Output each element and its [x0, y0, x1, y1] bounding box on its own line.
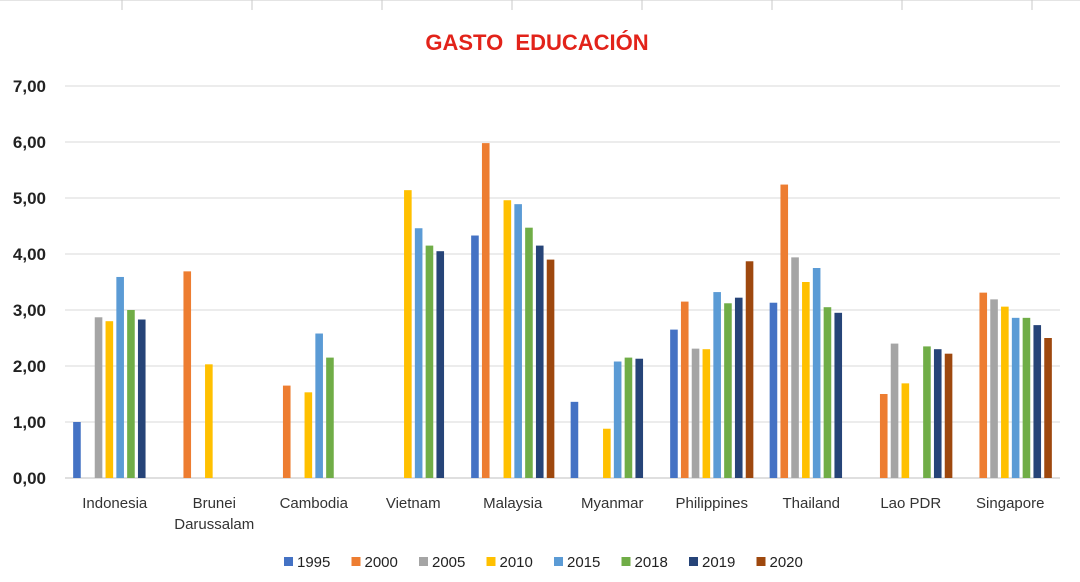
bars: [73, 143, 1052, 479]
bar-2010-cambodia: [304, 392, 313, 478]
bar-2000-cambodia: [282, 385, 291, 478]
legend-label: 2010: [500, 554, 533, 571]
bar-2010-lao-pdr: [901, 383, 910, 478]
legend-swatch: [756, 557, 766, 566]
y-tick-label: 7,00: [13, 77, 46, 96]
bar-2000-malaysia: [481, 143, 490, 478]
x-tick-label: Cambodia: [280, 495, 349, 512]
legend-swatch: [419, 557, 428, 566]
legend-swatch: [554, 557, 563, 566]
bar-2019-thailand: [834, 312, 843, 478]
bar-2019-malaysia: [535, 245, 544, 478]
bar-2019-singapore: [1033, 325, 1042, 478]
y-tick-label: 1,00: [13, 413, 46, 432]
legend-swatch: [689, 557, 698, 566]
bar-2005-lao-pdr: [890, 343, 899, 478]
bar-1995-myanmar: [570, 401, 579, 478]
legend-label: 2020: [770, 554, 803, 571]
bar-1995-philippines: [670, 329, 678, 478]
x-tick-label: Thailand: [782, 495, 840, 512]
bar-2015-cambodia: [315, 333, 323, 478]
bar-2015-myanmar: [613, 361, 622, 478]
bar-2010-myanmar: [603, 428, 611, 478]
bar-2019-indonesia: [137, 319, 146, 478]
bar-2018-cambodia: [326, 357, 334, 478]
bar-2000-thailand: [780, 184, 789, 478]
bar-2018-thailand: [823, 307, 832, 478]
legend-swatch: [284, 557, 293, 566]
legend-label: 2005: [432, 554, 465, 571]
y-tick-label: 2,00: [13, 357, 46, 376]
legend-swatch: [486, 557, 496, 566]
bar-2015-vietnam: [414, 228, 423, 478]
spreadsheet-column-lines: [0, 0, 1080, 10]
x-tick-label: Brunei: [193, 495, 236, 512]
x-tick-label: Darussalam: [174, 516, 254, 533]
bar-2018-vietnam: [425, 245, 434, 478]
y-tick-label: 6,00: [13, 133, 46, 152]
bar-2000-brunei-darussalam: [183, 271, 192, 478]
bar-2019-vietnam: [436, 251, 445, 478]
bar-2018-philippines: [724, 303, 732, 478]
y-tick-label: 4,00: [13, 245, 46, 264]
y-axis-ticks: 0,00 1,00 2,00 3,00 4,00 5,00 6,00 7,00: [13, 77, 46, 488]
legend-label: 2019: [702, 554, 735, 571]
legend-label: 2015: [567, 554, 600, 571]
bar-2010-brunei-darussalam: [205, 364, 213, 478]
bar-2019-philippines: [734, 297, 743, 478]
bar-2015-philippines: [713, 292, 721, 478]
y-tick-label: 0,00: [13, 469, 46, 488]
bar-2015-singapore: [1011, 317, 1020, 478]
legend-swatch: [621, 557, 631, 566]
bar-2020-singapore: [1044, 338, 1052, 478]
bar-2005-philippines: [691, 348, 700, 478]
bar-2015-indonesia: [116, 276, 124, 478]
bar-1995-indonesia: [73, 422, 81, 478]
bar-2018-malaysia: [525, 227, 533, 478]
x-tick-label: Indonesia: [82, 495, 148, 512]
bar-1995-malaysia: [471, 235, 479, 478]
bar-2018-indonesia: [127, 310, 135, 478]
x-axis-ticks: Indonesia Brunei Darussalam Cambodia Vietnam…: [82, 495, 1044, 533]
x-tick-label: Lao PDR: [880, 495, 941, 512]
bar-2010-singapore: [1001, 306, 1009, 478]
x-tick-label: Malaysia: [483, 495, 543, 512]
bar-2020-malaysia: [546, 259, 555, 478]
legend: 1995 2000 2005 2010 2015 2018 2019 2020: [284, 554, 803, 571]
x-tick-label: Myanmar: [581, 495, 644, 512]
bar-2000-singapore: [979, 292, 988, 478]
bar-2015-malaysia: [514, 204, 522, 478]
legend-label: 2000: [365, 554, 398, 571]
bar-2010-malaysia: [503, 200, 512, 479]
bar-2005-singapore: [990, 299, 998, 478]
bar-2020-lao-pdr: [944, 353, 953, 478]
bar-1995-thailand: [769, 302, 778, 478]
y-tick-label: 3,00: [13, 301, 46, 320]
bar-2010-indonesia: [105, 321, 114, 478]
bar-2018-singapore: [1022, 317, 1031, 478]
bar-2000-philippines: [680, 301, 689, 478]
bar-2019-myanmar: [635, 358, 644, 478]
bar-2000-lao-pdr: [879, 394, 888, 478]
bar-2005-thailand: [791, 257, 799, 478]
bar-2020-philippines: [745, 261, 754, 478]
x-tick-label: Philippines: [675, 495, 748, 512]
y-tick-label: 5,00: [13, 189, 46, 208]
bar-2010-philippines: [702, 349, 711, 478]
bar-2010-thailand: [802, 282, 810, 478]
legend-label: 1995: [297, 554, 330, 571]
bar-2018-myanmar: [624, 357, 633, 478]
bar-2018-lao-pdr: [923, 346, 931, 478]
x-tick-label: Vietnam: [386, 495, 441, 512]
legend-label: 2018: [635, 554, 668, 571]
bar-2005-indonesia: [94, 317, 103, 478]
bar-2015-thailand: [812, 268, 821, 478]
x-tick-label: Singapore: [976, 495, 1044, 512]
gridlines: [65, 85, 1060, 479]
bar-2010-vietnam: [404, 190, 412, 478]
legend-swatch: [351, 557, 361, 566]
bar-2019-lao-pdr: [933, 349, 942, 478]
chart-title: GASTO EDUCACIÓN: [425, 30, 648, 55]
